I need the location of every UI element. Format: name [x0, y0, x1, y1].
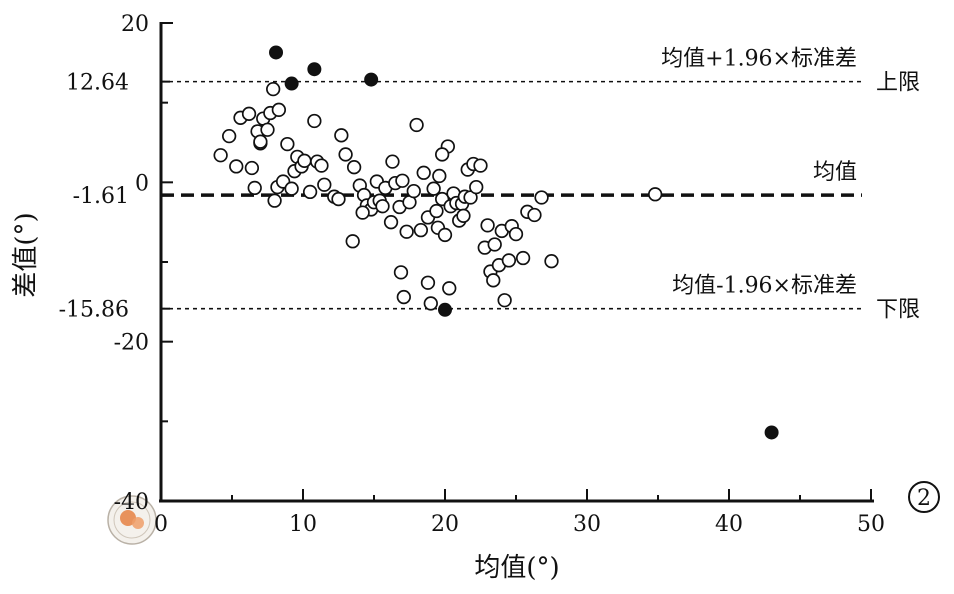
x-tick-label: 30 — [573, 512, 601, 537]
data-points — [213, 45, 779, 440]
x-tick-label: 20 — [431, 512, 459, 537]
data-point-open — [437, 227, 453, 243]
data-point-open — [432, 168, 447, 184]
y-tick-label: -20 — [114, 331, 149, 356]
data-point-open — [406, 183, 421, 199]
data-point-open — [334, 128, 349, 143]
data-point-open — [346, 160, 362, 175]
data-point-open — [435, 147, 450, 162]
data-point-filled — [269, 45, 284, 60]
reference-side-label: 上限 — [876, 71, 920, 96]
data-point-open — [487, 237, 502, 252]
data-point-open — [317, 177, 332, 192]
data-point-open — [395, 173, 410, 188]
data-point-open — [244, 160, 260, 176]
data-point-open — [426, 181, 441, 196]
data-point-open — [355, 205, 370, 220]
data-point-filled — [307, 62, 322, 77]
data-point-open — [314, 158, 329, 173]
data-point-open — [497, 293, 512, 308]
reference-value-label: 12.64 — [66, 71, 129, 96]
data-point-open — [423, 296, 438, 311]
data-point-open — [241, 106, 257, 121]
data-point-open — [469, 179, 484, 195]
data-point-open — [413, 222, 429, 238]
x-ticks: 0 10 20 30 40 50 — [154, 489, 885, 537]
data-point-open — [416, 165, 431, 180]
data-point-open — [456, 208, 471, 223]
data-point-open — [534, 190, 549, 205]
panel-label-text: 2 — [917, 486, 931, 511]
data-point-open — [213, 148, 228, 163]
data-point-filled — [284, 76, 299, 91]
data-point-open — [429, 203, 444, 219]
reference-value-label: -15.86 — [59, 298, 129, 323]
data-point-filled — [764, 425, 779, 440]
data-point-open — [271, 102, 287, 117]
y-tick-label: 20 — [121, 12, 149, 37]
data-point-open — [544, 254, 559, 269]
x-tick-label: 10 — [289, 512, 317, 537]
data-point-open — [280, 136, 295, 152]
data-point-open — [480, 218, 495, 233]
data-point-open — [253, 134, 268, 149]
data-point-open — [396, 289, 411, 305]
data-point-filled — [438, 302, 452, 317]
data-point-open — [229, 159, 244, 174]
data-point-filled — [364, 72, 379, 87]
data-point-open — [338, 147, 353, 162]
reference-name-label: 均值+1.96×标准差 — [661, 47, 857, 72]
data-point-open — [284, 181, 299, 196]
data-point-open — [222, 128, 237, 144]
seal-logo — [107, 495, 157, 545]
data-point-open — [399, 224, 414, 239]
data-point-open — [331, 191, 346, 207]
data-point-open — [267, 193, 282, 208]
data-point-open — [385, 154, 400, 169]
reference-name-label: 均值-1.96×标准差 — [672, 274, 857, 299]
data-point-open — [420, 275, 436, 290]
y-ticks: 20 0 -20 -40 — [114, 12, 173, 515]
data-point-open — [648, 187, 663, 202]
data-point-open — [383, 215, 399, 230]
data-point-open — [375, 199, 390, 214]
data-point-open — [486, 273, 501, 288]
reference-side-label: 下限 — [876, 298, 920, 323]
reference-value-label: -1.61 — [73, 184, 129, 209]
data-point-open — [247, 180, 262, 196]
data-point-open — [307, 113, 322, 129]
data-point-open — [473, 158, 488, 173]
x-axis-title: 均值(°) — [474, 553, 559, 583]
data-point-open — [302, 184, 318, 200]
y-axis-title: 差值(°) — [11, 212, 41, 297]
x-tick-label: 40 — [715, 512, 743, 537]
data-point-open — [297, 153, 312, 168]
data-point-open — [266, 81, 281, 97]
data-point-open — [260, 122, 275, 137]
data-point-open — [393, 265, 409, 280]
data-point-open — [508, 226, 524, 242]
data-point-open — [501, 253, 517, 268]
x-tick-label: 0 — [154, 512, 168, 537]
data-point-open — [515, 250, 531, 266]
y-tick-label: -40 — [114, 490, 149, 515]
x-tick-label: 50 — [857, 512, 885, 537]
data-point-open — [442, 281, 457, 296]
data-point-open — [409, 117, 424, 133]
y-tick-label: 0 — [135, 171, 149, 196]
panel-label: 2 — [908, 481, 940, 513]
data-point-open — [345, 234, 360, 249]
data-point-open — [527, 207, 542, 223]
reference-name-label: 均值 — [813, 160, 857, 185]
